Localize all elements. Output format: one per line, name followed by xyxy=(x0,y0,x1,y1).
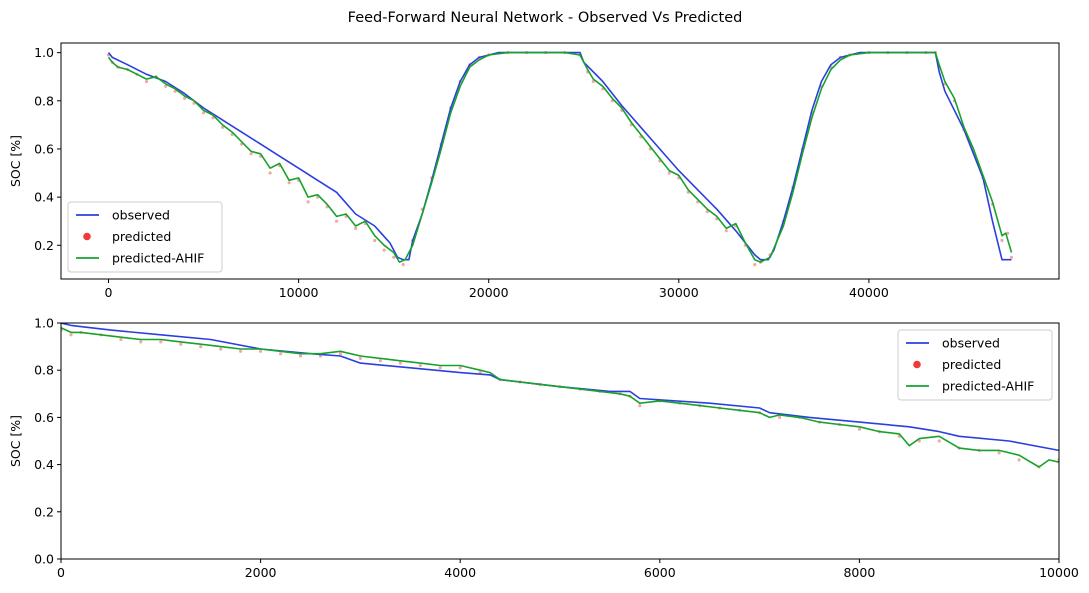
bottom-chart-x-tick-label: 0 xyxy=(57,565,65,580)
top-chart-legend-label-observed: observed xyxy=(112,208,170,223)
top-chart-x-tick-label: 10000 xyxy=(279,285,319,300)
bottom-chart-point-predicted xyxy=(917,439,921,443)
top-chart-series-predicted-ahif xyxy=(107,51,1013,263)
top-chart-y-tick-label: 0.8 xyxy=(34,93,54,108)
bottom-chart-point-predicted xyxy=(139,340,143,344)
bottom-chart-point-predicted xyxy=(69,333,73,337)
top-chart-y-label: SOC [%] xyxy=(8,135,23,187)
bottom-chart-point-predicted xyxy=(279,352,283,356)
top-chart-y-axis: 0.2 0.4 0.6 0.8 1.0 xyxy=(34,45,61,253)
top-chart-point-predicted xyxy=(392,255,396,259)
bottom-chart-point-predicted xyxy=(638,404,642,408)
top-chart-y-tick-label: 0.6 xyxy=(34,141,54,156)
top-chart-point-predicted xyxy=(1006,231,1010,235)
top-chart-x-tick-label: 20000 xyxy=(469,285,509,300)
top-chart-point-predicted xyxy=(382,248,386,252)
bottom-chart-point-predicted xyxy=(438,366,442,370)
bottom-chart-point-predicted xyxy=(219,347,223,351)
bottom-chart-point-predicted xyxy=(458,366,462,370)
top-chart-marks xyxy=(106,51,1014,267)
bottom-chart-series-predicted-ahif xyxy=(61,326,1059,468)
top-chart-point-predicted xyxy=(753,263,757,267)
top-chart-point-predicted xyxy=(268,171,272,175)
top-chart-legend: observed predicted predicted-AHIF xyxy=(67,201,223,273)
bottom-chart-point-predicted xyxy=(358,356,362,360)
bottom-chart-x-tick-label: 4000 xyxy=(444,565,476,580)
top-chart-legend-marker-predicted xyxy=(83,232,91,241)
bottom-chart-point-predicted xyxy=(179,342,183,346)
bottom-chart-point-predicted xyxy=(239,349,243,353)
top-chart-legend-label-predicted: predicted xyxy=(112,229,171,244)
bottom-chart-marks xyxy=(61,323,1059,469)
top-chart-point-predicted xyxy=(287,181,291,185)
top-chart-point-predicted xyxy=(164,84,168,88)
bottom-chart-point-predicted xyxy=(199,345,203,349)
bottom-chart-legend-label-observed: observed xyxy=(942,336,1000,351)
top-chart-point-predicted xyxy=(667,171,671,175)
top-chart-point-predicted xyxy=(183,96,187,100)
top-chart-x-tick-label: 30000 xyxy=(659,285,699,300)
top-chart-y-tick-label: 0.2 xyxy=(34,238,54,253)
bottom-chart-point-predicted xyxy=(937,439,941,443)
bottom-chart-point-predicted xyxy=(997,451,1001,455)
bottom-chart-x-axis: 0 2000 4000 6000 8000 10000 xyxy=(57,559,1079,580)
top-chart-point-predicted xyxy=(144,79,149,84)
bottom-chart-y-tick-label: 1.0 xyxy=(34,316,54,331)
bottom-chart-x-tick-label: 10000 xyxy=(1039,565,1079,580)
top-chart-y-tick-label: 1.0 xyxy=(34,45,54,60)
top-chart-point-predicted xyxy=(306,200,310,204)
bottom-chart-x-tick-label: 8000 xyxy=(843,565,875,580)
top-chart-point-predicted xyxy=(1000,238,1004,243)
bottom-chart-point-predicted xyxy=(378,359,382,363)
top-chart-legend-box xyxy=(67,201,223,273)
top-chart-x-tick-label: 0 xyxy=(105,285,113,300)
bottom-chart-point-predicted xyxy=(119,337,123,342)
bottom-chart-point-predicted xyxy=(259,349,263,353)
bottom-chart-y-label: SOC [%] xyxy=(8,415,23,467)
bottom-chart-legend-label-predicted: predicted xyxy=(942,357,1001,372)
bottom-chart: 0 2000 4000 6000 8000 10000 0.0 0.2 0.4 0.6 0.8 1.… xyxy=(8,316,1079,581)
bottom-chart-y-axis: 0.0 0.2 0.4 0.6 0.8 1.0 xyxy=(34,316,61,567)
top-chart-x-tick-label: 40000 xyxy=(849,285,889,300)
bottom-chart-legend-marker-predicted xyxy=(913,360,921,369)
bottom-chart-x-tick-label: 2000 xyxy=(245,565,277,580)
figure-title: Feed-Forward Neural Network - Observed V… xyxy=(348,10,743,26)
bottom-chart-point-predicted xyxy=(298,354,303,358)
bottom-chart-x-tick-label: 6000 xyxy=(644,565,676,580)
bottom-chart-point-predicted xyxy=(418,363,422,368)
bottom-chart-y-tick-label: 0.2 xyxy=(34,504,54,519)
bottom-chart-point-predicted xyxy=(159,340,163,344)
top-chart-point-predicted xyxy=(202,111,206,115)
bottom-chart-point-predicted xyxy=(398,361,402,365)
bottom-chart-y-tick-label: 0.4 xyxy=(34,457,54,472)
bottom-chart-y-tick-label: 0.6 xyxy=(34,410,54,425)
top-chart-point-predicted xyxy=(1009,255,1014,259)
top-chart-frame xyxy=(60,42,1060,280)
bottom-chart-legend-box xyxy=(897,329,1053,401)
top-chart-legend-label-predicted-ahif: predicted-AHIF xyxy=(112,251,204,266)
bottom-chart-legend-label-predicted-ahif: predicted-AHIF xyxy=(942,379,1034,394)
bottom-chart-point-predicted xyxy=(857,427,862,431)
top-chart-y-tick-label: 0.4 xyxy=(34,190,54,205)
bottom-chart-y-tick-label: 0.8 xyxy=(34,363,54,378)
top-chart-point-predicted xyxy=(249,152,253,156)
bottom-chart-point-predicted xyxy=(778,415,782,419)
top-chart-x-axis: 0 10000 20000 30000 40000 xyxy=(105,279,889,300)
top-chart: 0 10000 20000 30000 40000 0.2 0.4 0.6 0.8 1.0 SO… xyxy=(8,42,1060,300)
bottom-chart-y-tick-label: 0.0 xyxy=(34,552,54,567)
bottom-chart-legend: observed predicted predicted-AHIF xyxy=(897,329,1053,401)
bottom-chart-frame xyxy=(60,322,1060,560)
top-chart-point-predicted xyxy=(373,238,377,243)
top-chart-point-predicted xyxy=(401,263,405,267)
bottom-chart-point-predicted xyxy=(1017,458,1021,462)
top-chart-point-predicted xyxy=(335,219,339,223)
top-chart-point-predicted xyxy=(724,229,728,233)
top-chart-point-predicted xyxy=(354,226,358,230)
bottom-chart-point-predicted xyxy=(338,352,342,356)
